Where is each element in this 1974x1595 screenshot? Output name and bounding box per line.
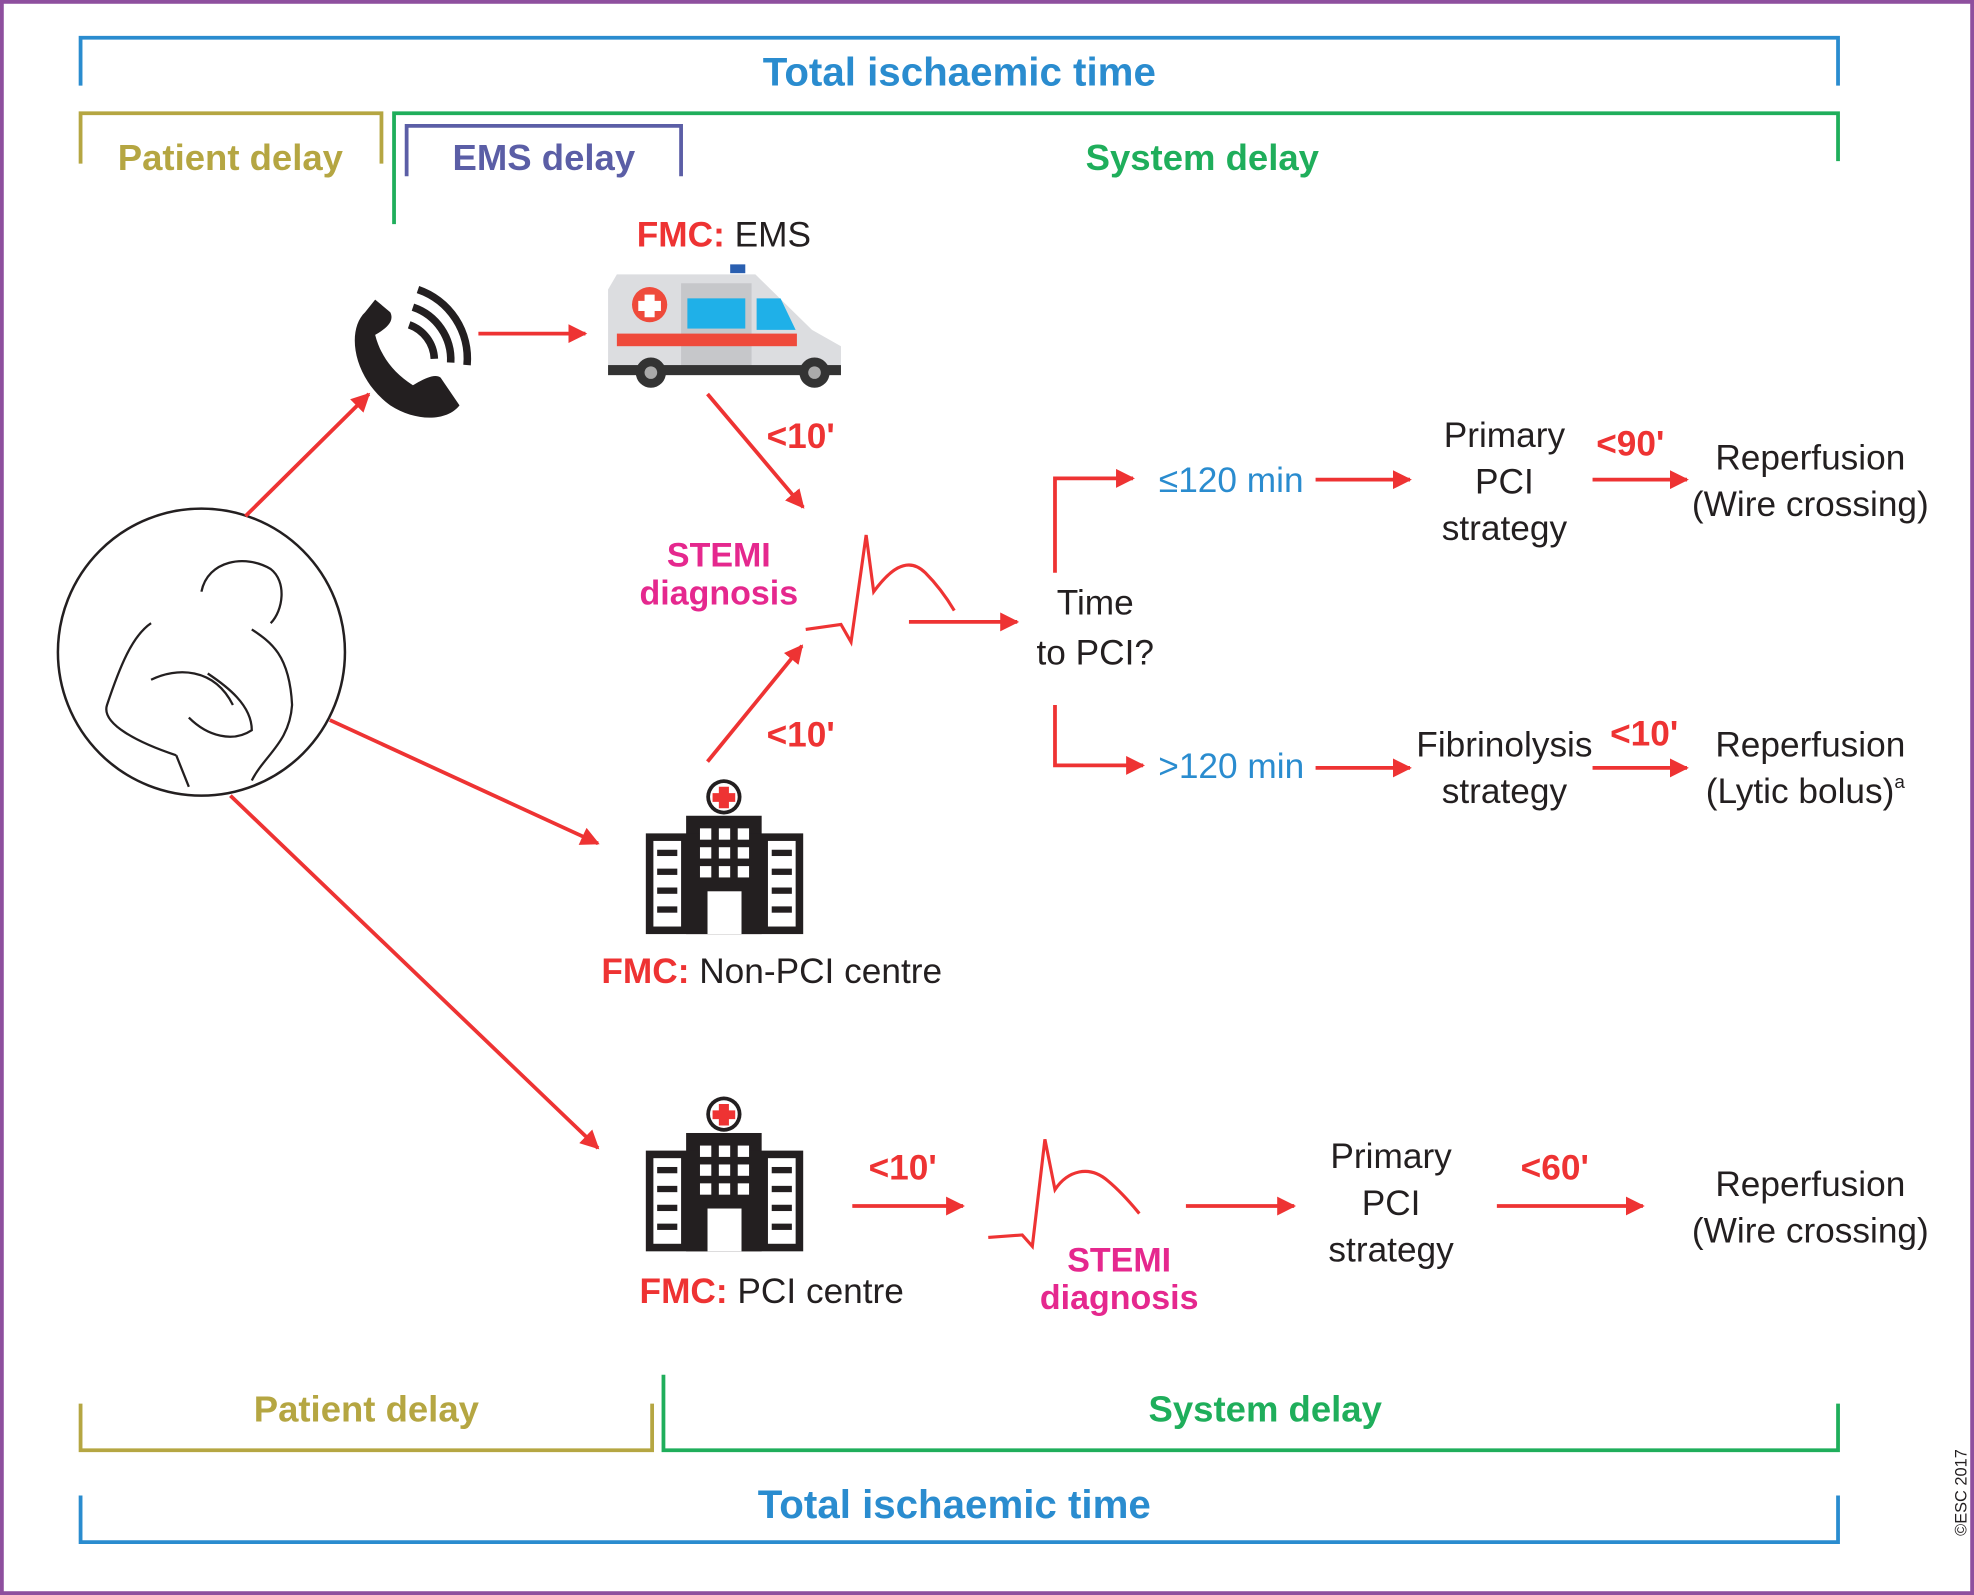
patient-delay-bracket-top [78,111,384,164]
fmc-pci-centre-label: FMC: PCI centre [640,1272,904,1311]
slow-time-label: <10' [1610,714,1678,753]
phone-icon [354,285,472,418]
stemi-diagnosis-label-2: diagnosis [640,574,799,612]
system-delay-bracket-bottom [661,1374,1840,1453]
ambulance-icon [608,264,841,388]
decision-label-1: Time [1057,583,1134,622]
total-time-bracket-top [78,35,1840,86]
primary-pci-strategy-2: PCI [1475,462,1534,501]
decision-label-2: to PCI? [1037,634,1155,673]
arrow-ems-to-diagnosis [706,392,805,509]
arrow-patient-to-pci-centre [229,794,600,1150]
arrow-non-pci-to-diagnosis [706,644,804,763]
reperfusion-2-1: Reperfusion [1715,1165,1905,1204]
ecg-icon [988,1138,1141,1250]
total-time-label-top: Total ischaemic time [763,50,1156,95]
primary-pci-strategy-1: Primary [1444,416,1566,455]
arrow-patient-to-phone [244,392,371,518]
patient-delay-bracket-bottom [78,1403,655,1453]
total-time-label-bottom: Total ischaemic time [758,1482,1151,1527]
fmc-ems-label: FMC: EMS [637,216,811,255]
ecg-icon [805,534,956,647]
reperfusion-2-2: (Wire crossing) [1692,1212,1929,1251]
non-pci-time-label: <10' [767,716,835,755]
system-delay-label-top: System delay [1086,137,1320,178]
patient-chest-pain-icon [56,507,347,797]
reperfusion-fast-2: (Wire crossing) [1692,485,1929,524]
ems-delay-label: EMS delay [453,137,636,178]
hospital-icon [645,1096,804,1252]
pci-centre-reperfusion-time-label: <60' [1521,1149,1589,1188]
stemi-diagnosis-label-1: STEMI [667,536,771,574]
primary-pci-2-strategy-3: strategy [1328,1230,1454,1269]
slow-condition-label: >120 min [1158,747,1304,786]
arrow-decision-slow [1053,704,1145,775]
arrow-decision-fast [1053,468,1135,573]
ems-delay-bracket [404,123,683,177]
stemi-diagnosis-2-label-2: diagnosis [1040,1279,1199,1317]
primary-pci-2-strategy-2: PCI [1362,1184,1421,1223]
total-time-bracket-bottom [78,1495,1840,1545]
fmc-non-pci-label: FMC: Non-PCI centre [601,952,942,991]
reperfusion-slow-1: Reperfusion [1715,726,1905,765]
patient-delay-label-bottom: Patient delay [254,1388,480,1429]
reperfusion-fast-1: Reperfusion [1715,439,1905,478]
fast-condition-label: ≤120 min [1159,461,1304,500]
copyright: ©ESC 2017 [1952,1449,1970,1536]
fast-time-label: <90' [1596,425,1664,464]
arrow-patient-to-non-pci [329,718,600,846]
fibrinolysis-strategy-2: strategy [1442,772,1568,811]
system-delay-bracket-top [392,111,1840,225]
hospital-icon [645,779,804,935]
patient-delay-label-top: Patient delay [118,137,344,178]
pci-centre-time-label: <10' [869,1149,937,1188]
reperfusion-slow-2: (Lytic bolus)a [1706,772,1906,811]
fibrinolysis-strategy-1: Fibrinolysis [1416,726,1592,765]
primary-pci-2-strategy-1: Primary [1330,1137,1452,1176]
system-delay-label-bottom: System delay [1149,1388,1383,1429]
ems-time-label: <10' [767,417,835,456]
primary-pci-strategy-3: strategy [1442,509,1568,548]
stemi-diagnosis-2-label-1: STEMI [1067,1241,1171,1279]
